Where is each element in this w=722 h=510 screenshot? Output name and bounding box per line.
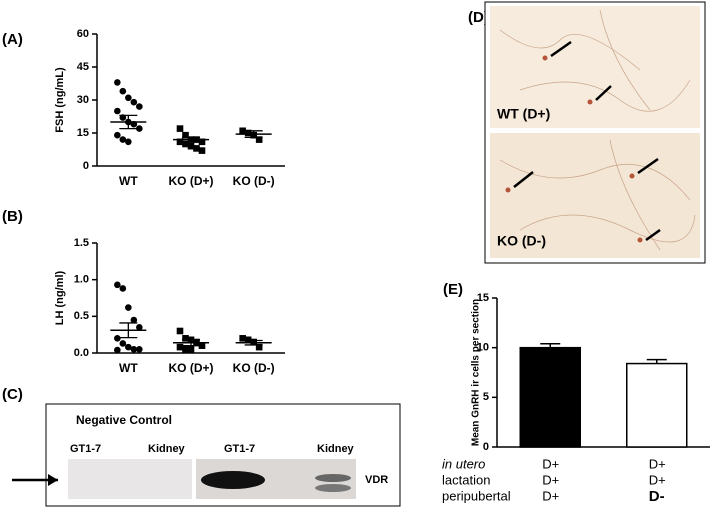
- y-axis-label: FSH (ng/mL): [54, 67, 66, 133]
- cells: [505, 55, 643, 243]
- blot-frame: [45, 403, 401, 507]
- blot-band: [201, 471, 265, 489]
- band-label: VDR: [365, 474, 388, 486]
- point: [114, 79, 121, 86]
- blot-band: [315, 474, 351, 482]
- point: [136, 125, 143, 132]
- point: [136, 103, 143, 110]
- lane-label: GT1-7: [70, 443, 101, 455]
- x-tick-label: KO (D+): [169, 361, 214, 375]
- point: [114, 107, 121, 115]
- point: [130, 346, 138, 353]
- point: [187, 346, 195, 353]
- point: [193, 145, 200, 152]
- y-tick-label: 15: [477, 292, 489, 304]
- point: [130, 98, 138, 106]
- blot-title: Negative Control: [76, 413, 172, 427]
- micrograph-image: [490, 6, 700, 128]
- point: [125, 343, 132, 351]
- point: [119, 136, 127, 143]
- point: [176, 343, 184, 351]
- point: [125, 94, 132, 102]
- point: [114, 131, 121, 139]
- point: [244, 129, 252, 137]
- condition-value: D-: [649, 488, 665, 505]
- y-tick-label: 0.5: [74, 310, 89, 322]
- arrow-head: [48, 474, 58, 486]
- x-tick-label: KO (D-): [233, 361, 275, 375]
- image-label: WT (D+): [497, 106, 550, 122]
- y-axis-label: LH (ng/ml): [54, 270, 66, 325]
- condition-label: lactation: [442, 472, 490, 487]
- panel-label: (B): [2, 208, 23, 225]
- condition-label: peripubertal: [442, 488, 511, 503]
- point: [176, 125, 184, 132]
- point: [125, 304, 132, 311]
- point: [239, 127, 246, 135]
- point: [198, 147, 206, 154]
- point: [114, 281, 121, 289]
- point: [198, 342, 206, 349]
- point: [119, 285, 127, 292]
- point: [244, 336, 252, 344]
- x-tick-label: KO (D+): [169, 174, 214, 188]
- bar: [519, 346, 581, 448]
- point: [119, 87, 127, 95]
- x-tick-label: KO (D-): [233, 174, 275, 188]
- panel-label: (A): [2, 31, 23, 48]
- point: [198, 138, 206, 146]
- y-tick-label: 5: [483, 391, 489, 403]
- condition-value: D+: [649, 456, 666, 471]
- arrows: [513, 40, 661, 242]
- condition-value: D+: [542, 472, 559, 487]
- x-tick-label: WT: [119, 174, 138, 188]
- point: [125, 138, 132, 146]
- x-tick-label: WT: [119, 361, 138, 375]
- point: [255, 343, 263, 351]
- micrograph-image: [490, 133, 700, 258]
- y-tick-label: 45: [77, 61, 89, 73]
- point: [187, 142, 195, 150]
- point: [182, 335, 189, 342]
- condition-value: D+: [542, 456, 559, 471]
- point: [239, 335, 246, 342]
- lane-label: Kidney: [317, 443, 355, 455]
- condition-label: in utero: [442, 456, 485, 471]
- y-tick-label: 0: [483, 441, 489, 453]
- condition-value: D+: [649, 472, 666, 487]
- y-tick-label: 30: [77, 94, 89, 106]
- panel-label: (D): [468, 9, 489, 26]
- lane-label: Kidney: [148, 443, 186, 455]
- image-label: KO (D-): [497, 233, 546, 249]
- blot-image: [68, 459, 192, 499]
- condition-value: D+: [542, 488, 559, 503]
- point: [130, 316, 138, 324]
- point: [119, 340, 127, 347]
- y-tick-label: 15: [77, 127, 89, 139]
- blot-band: [315, 484, 351, 492]
- point: [114, 346, 121, 354]
- panel-label: (C): [2, 386, 23, 403]
- y-tick-label: 10: [477, 342, 489, 354]
- point: [182, 131, 189, 139]
- point: [255, 136, 263, 143]
- y-tick-label: 0: [83, 160, 89, 172]
- y-tick-label: 1.5: [74, 237, 89, 249]
- bar: [626, 362, 688, 448]
- point: [136, 324, 143, 331]
- point: [182, 140, 189, 148]
- point: [182, 346, 189, 353]
- y-tick-label: 60: [77, 28, 89, 40]
- point: [114, 335, 121, 342]
- point: [136, 346, 143, 353]
- lane-label: GT1-7: [224, 443, 255, 455]
- point: [176, 138, 184, 146]
- panel-label: (E): [443, 281, 463, 298]
- point: [176, 327, 184, 335]
- y-tick-label: 1.0: [74, 274, 89, 286]
- y-axis-label: Mean GnRH ir cells per section: [471, 299, 482, 446]
- y-tick-label: 0.0: [74, 347, 89, 359]
